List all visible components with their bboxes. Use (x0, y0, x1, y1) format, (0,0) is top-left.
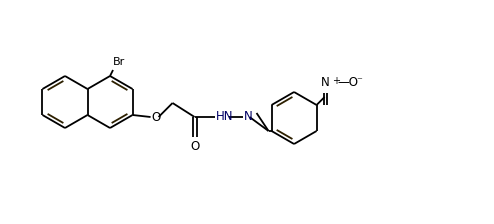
Text: O: O (190, 140, 199, 153)
Text: ⁻: ⁻ (357, 76, 363, 86)
Text: —O: —O (337, 76, 359, 89)
Text: O: O (152, 110, 161, 123)
Text: HN: HN (215, 110, 233, 123)
Text: N: N (321, 76, 330, 89)
Text: +: + (331, 76, 339, 86)
Text: N: N (244, 110, 252, 123)
Text: Br: Br (113, 57, 125, 67)
